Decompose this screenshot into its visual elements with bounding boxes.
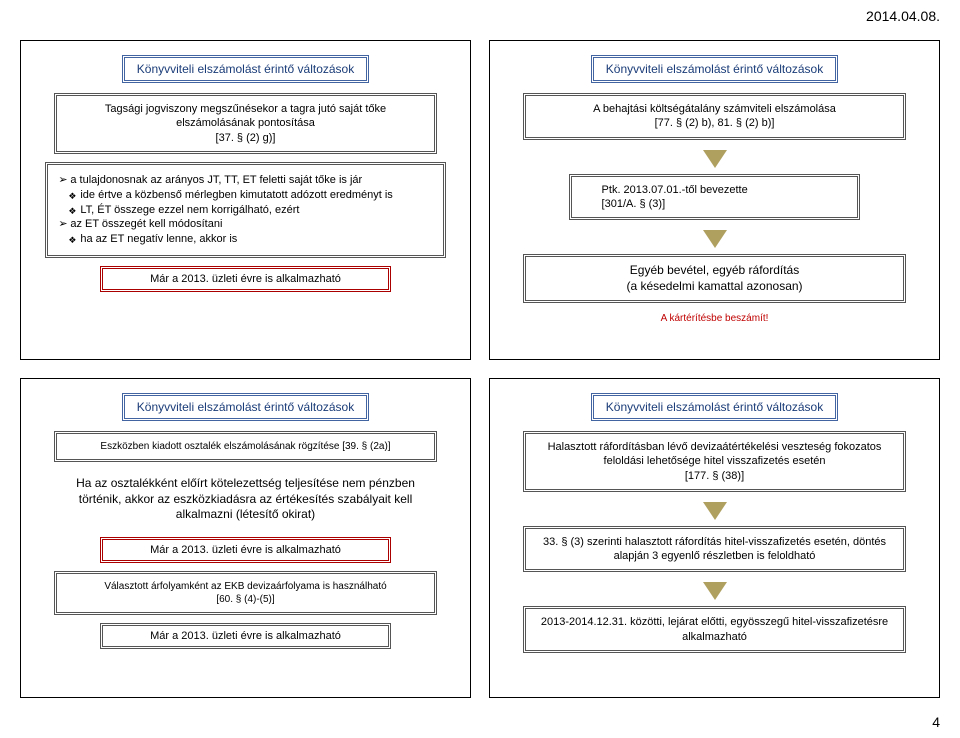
slide1-box1-ref: [37. § (2) g)] — [216, 132, 276, 144]
slide2-note: A kártérítésbe beszámít! — [661, 313, 769, 324]
slide4-box3: 2013-2014.12.31. közötti, lejárat előtti… — [523, 606, 907, 653]
slide2-box1: A behajtási költségátalány számviteli el… — [523, 93, 907, 140]
page-number: 4 — [932, 714, 940, 730]
bullet: a tulajdonosnak az arányos JT, TT, ET fe… — [58, 173, 432, 188]
slide3-sub1: Eszközben kiadott osztalék elszámolásána… — [54, 431, 438, 462]
slide-grid: Könyvviteli elszámolást érintő változáso… — [0, 0, 960, 738]
slide3-sub2b: [60. § (4)-(5)] — [216, 594, 274, 605]
slide1-note: Már a 2013. üzleti évre is alkalmazható — [100, 266, 392, 292]
slide1-box1-text: Tagsági jogviszony megszűnésekor a tagra… — [105, 103, 386, 129]
slide3-box1: Ha az osztalékként előírt kötelezettség … — [45, 470, 445, 529]
slide4-box1-text: Halasztott ráfordításban lévő devizaátér… — [548, 441, 882, 467]
slide-2: Könyvviteli elszámolást érintő változáso… — [489, 40, 940, 360]
slide3-note1: Már a 2013. üzleti évre is alkalmazható — [100, 537, 392, 563]
slide-title: Könyvviteli elszámolást érintő változáso… — [122, 55, 369, 83]
slide2-box2b: [301/A. § (3)] — [602, 198, 666, 210]
slide4-box1-ref: [177. § (38)] — [685, 470, 744, 482]
arrow-down-icon — [703, 230, 727, 248]
bullet: ha az ET negatív lenne, akkor is — [58, 232, 432, 247]
slide-3: Könyvviteli elszámolást érintő változáso… — [20, 378, 471, 698]
slide4-box1: Halasztott ráfordításban lévő devizaátér… — [523, 431, 907, 492]
slide2-box1-text: A behajtási költségátalány számviteli el… — [593, 103, 836, 115]
page-date: 2014.04.08. — [866, 8, 940, 24]
slide-title: Könyvviteli elszámolást érintő változáso… — [122, 393, 369, 421]
arrow-down-icon — [703, 502, 727, 520]
slide2-box3a: Egyéb bevétel, egyéb ráfordítás — [630, 263, 799, 277]
slide-1: Könyvviteli elszámolást érintő változáso… — [20, 40, 471, 360]
slide1-box1: Tagsági jogviszony megszűnésekor a tagra… — [54, 93, 438, 154]
slide-title: Könyvviteli elszámolást érintő változáso… — [591, 393, 838, 421]
slide2-box3b: (a késedelmi kamattal azonosan) — [626, 279, 802, 293]
slide3-note2: Már a 2013. üzleti évre is alkalmazható — [100, 623, 392, 649]
slide2-box3: Egyéb bevétel, egyéb ráfordítás (a késed… — [523, 254, 907, 303]
slide1-bullets: a tulajdonosnak az arányos JT, TT, ET fe… — [45, 162, 445, 258]
arrow-down-icon — [703, 582, 727, 600]
slide3-sub2a: Választott árfolyamként az EKB devizaárf… — [104, 581, 386, 592]
slide2-box2: Ptk. 2013.07.01.-től bevezette [301/A. §… — [569, 174, 861, 221]
slide-title: Könyvviteli elszámolást érintő változáso… — [591, 55, 838, 83]
slide-4: Könyvviteli elszámolást érintő változáso… — [489, 378, 940, 698]
bullet: ide értve a közbenső mérlegben kimutatot… — [58, 188, 432, 203]
slide3-sub2: Választott árfolyamként az EKB devizaárf… — [54, 571, 438, 615]
slide2-box2a: Ptk. 2013.07.01.-től bevezette — [602, 184, 748, 196]
arrow-down-icon — [703, 150, 727, 168]
bullet: az ET összegét kell módosítani — [58, 217, 432, 232]
slide4-box2: 33. § (3) szerinti halasztott ráfordítás… — [523, 526, 907, 573]
bullet: LT, ÉT összege ezzel nem korrigálható, e… — [58, 203, 432, 218]
slide2-box1-ref: [77. § (2) b), 81. § (2) b)] — [655, 117, 775, 129]
